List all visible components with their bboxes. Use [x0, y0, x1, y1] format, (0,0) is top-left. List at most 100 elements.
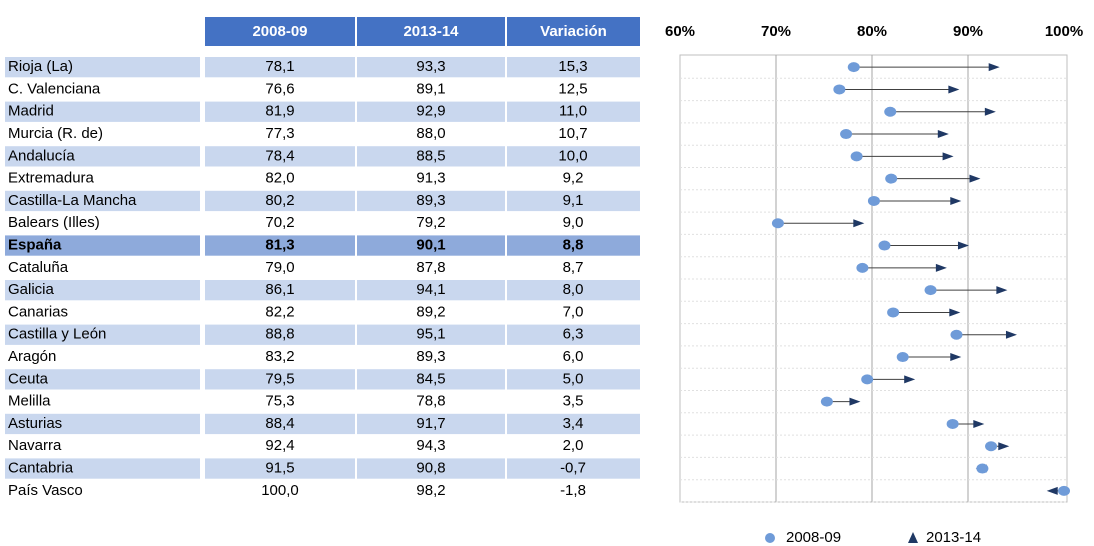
row-bg: [205, 458, 355, 479]
arrow-head: [996, 286, 1008, 295]
cell: 89,1: [416, 80, 445, 97]
cell: 87,8: [416, 259, 445, 276]
cell: 78,1: [265, 58, 294, 75]
arrow-head: [949, 308, 961, 317]
cell: 88,0: [416, 125, 445, 142]
dot: [885, 173, 898, 184]
arrow-head: [957, 241, 969, 250]
header-label: 2013-14: [403, 23, 459, 40]
legend-label: 2013-14: [926, 529, 981, 546]
header-cell: [357, 17, 505, 46]
row-label: Ceuta: [8, 370, 49, 387]
row-bg: [5, 190, 200, 212]
arrow-head: [1005, 330, 1017, 339]
row-bg: [5, 280, 200, 301]
cell: 7,0: [563, 303, 584, 320]
cell: 90,8: [416, 460, 445, 477]
row-bg: [5, 57, 200, 78]
cell: 81,9: [265, 103, 294, 120]
cell: 6,0: [563, 348, 584, 365]
cell: 91,3: [416, 170, 445, 187]
cell: 75,3: [265, 393, 294, 410]
row-label: Asturias: [8, 415, 62, 432]
row-bg: [205, 235, 355, 256]
row-label: Navarra: [8, 437, 62, 454]
row-label: País Vasco: [8, 482, 83, 499]
row-label: Cataluña: [8, 259, 69, 276]
row-bg: [205, 280, 355, 301]
cell: 3,5: [563, 393, 584, 410]
row-bg: [507, 235, 640, 256]
cell: 5,0: [563, 370, 584, 387]
row-bg: [357, 235, 505, 256]
row-bg: [5, 101, 200, 122]
cell: 88,5: [416, 147, 445, 164]
cell: 89,3: [416, 348, 445, 365]
arrow-head: [1046, 486, 1058, 495]
row-bg: [507, 57, 640, 78]
row-bg: [357, 101, 505, 122]
cell: 79,0: [265, 259, 294, 276]
row-label: Murcia (R. de): [8, 125, 103, 142]
cell: 86,1: [265, 281, 294, 298]
cell: 9,1: [563, 192, 584, 209]
row-bg: [507, 369, 640, 390]
row-bg: [357, 458, 505, 479]
legend-swatch: [765, 533, 775, 543]
cell: 89,2: [416, 303, 445, 320]
cell: 78,8: [416, 393, 445, 410]
dot: [878, 240, 891, 251]
row-label: Canarias: [8, 303, 68, 320]
row-bg: [5, 458, 200, 479]
cell: 8,0: [563, 281, 584, 298]
row-label: Galicia: [8, 281, 55, 298]
dot: [946, 418, 959, 429]
cell: 79,2: [416, 214, 445, 231]
cell: 100,0: [261, 482, 299, 499]
arrow-head: [942, 152, 954, 161]
dot: [833, 84, 846, 95]
arrow-head: [988, 63, 1000, 72]
x-tick-label: 70%: [761, 23, 791, 40]
dot: [820, 396, 833, 407]
row-bg: [507, 190, 640, 212]
cell: 98,2: [416, 482, 445, 499]
cell: 8,7: [563, 259, 584, 276]
row-bg: [5, 369, 200, 390]
row-bg: [507, 458, 640, 479]
arrow-head: [935, 263, 947, 272]
arrow-head: [904, 375, 916, 384]
row-bg: [357, 280, 505, 301]
row-label: Aragón: [8, 348, 56, 365]
cell: 11,0: [559, 103, 587, 120]
row-label: Castilla-La Mancha: [8, 192, 137, 209]
row-bg: [507, 146, 640, 167]
arrow-head: [998, 442, 1010, 451]
x-tick-label: 90%: [953, 23, 983, 40]
cell: 92,9: [416, 103, 445, 120]
dot: [884, 106, 897, 117]
cell: 2,0: [563, 437, 584, 454]
arrow-head: [937, 130, 949, 139]
dot: [847, 62, 860, 73]
cell: 93,3: [416, 58, 445, 75]
row-bg: [357, 324, 505, 345]
row-bg: [205, 101, 355, 122]
cell: 95,1: [416, 326, 445, 343]
row-bg: [205, 190, 355, 212]
cell: 9,0: [563, 214, 584, 231]
arrow-head: [948, 85, 960, 94]
dot: [771, 218, 784, 229]
x-tick-label: 100%: [1045, 23, 1083, 40]
row-label: Madrid: [8, 103, 54, 120]
cell: 8,8: [563, 237, 584, 254]
cell: 80,2: [265, 192, 294, 209]
cell: 92,4: [265, 437, 294, 454]
row-bg: [205, 146, 355, 167]
arrow-head: [853, 219, 865, 228]
row-bg: [357, 369, 505, 390]
legend-label: 2008-09: [786, 529, 841, 546]
cell: 3,4: [563, 415, 584, 432]
cell: 77,3: [265, 125, 294, 142]
